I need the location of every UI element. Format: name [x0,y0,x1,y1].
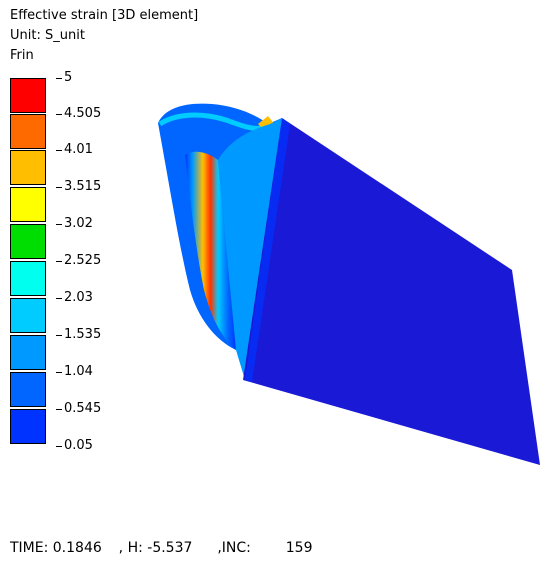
legend-label: 2.03 [64,290,93,305]
legend-label: 0.545 [64,401,102,416]
legend-band-9 [10,372,46,407]
legend-tick [56,261,62,262]
legend-title: Effective strain [3D element] [10,8,199,23]
legend-label: 4.01 [64,142,93,157]
inc-label: ,INC: [217,540,251,556]
legend-tick [56,150,62,151]
legend-tick [56,114,62,115]
legend-tick [56,224,62,225]
plate-edge [245,118,290,382]
legend-band-7 [10,298,46,333]
legend-label: 3.515 [64,179,102,194]
legend-label: 5 [64,70,73,85]
legend-state: Frin [10,48,34,63]
strain-transition-zone [218,118,282,380]
time-readout: TIME: 0.1846 [10,540,102,556]
status-footer: TIME: 0.1846 , H: -5.537 ,INC: 159 [10,540,313,556]
legend-tick [56,446,62,447]
legend-band-3 [10,150,46,185]
legend-band-4 [10,187,46,222]
legend-band-8 [10,335,46,370]
legend-band-1 [10,78,46,113]
legend-tick [56,187,62,188]
shell-inner-edge [158,112,263,131]
legend-band-5 [10,224,46,259]
strain-hot-band [185,151,236,350]
h-readout: , H: -5.537 [118,540,193,556]
legend-tick [56,372,62,373]
inc-value: 159 [285,540,313,556]
legend-label: 4.505 [64,106,102,121]
legend-label: 3.02 [64,216,93,231]
legend-label: 0.05 [64,438,93,453]
legend-tick [56,78,62,79]
legend-band-2 [10,114,46,149]
legend-unit: Unit: S_unit [10,28,85,43]
main-plate [243,118,540,465]
legend-label: 2.525 [64,253,102,268]
legend-tick [56,409,62,410]
legend-band-6 [10,261,46,296]
legend-tick [56,335,62,336]
legend-tick [56,298,62,299]
fem-model-view [158,103,540,465]
legend-band-10 [10,409,46,444]
legend-label: 1.535 [64,327,102,342]
legend-label: 1.04 [64,364,93,379]
